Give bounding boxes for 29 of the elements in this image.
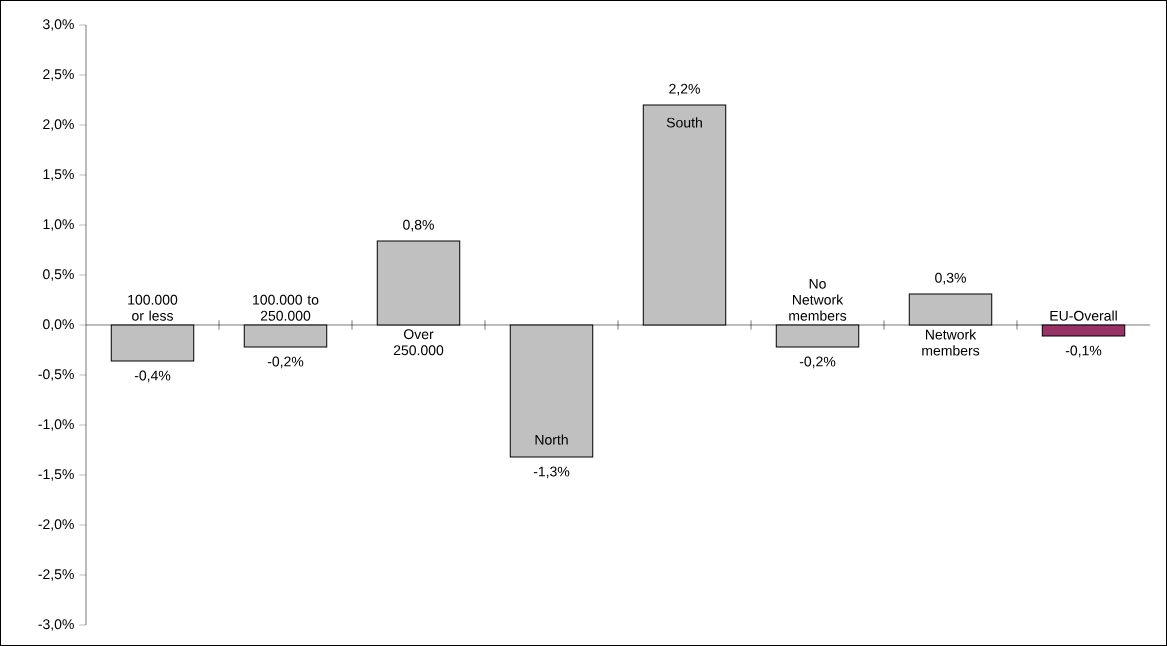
y-tick-label: 3,0% <box>43 19 74 31</box>
data-label: -0,2% <box>799 356 836 369</box>
y-tick-label: 0,0% <box>43 319 74 331</box>
y-tick-label: 2,0% <box>43 119 74 131</box>
y-tick-label: 2,5% <box>43 69 74 81</box>
x-tick-label: No Network members <box>789 278 847 321</box>
y-tick-label: -0,5% <box>38 369 74 381</box>
data-label: 0,8% <box>403 219 434 232</box>
y-tick-label: 0,5% <box>43 269 74 281</box>
data-label: -0,4% <box>134 370 171 383</box>
data-label: 0,3% <box>935 272 966 285</box>
x-tick-label: South <box>666 117 702 128</box>
x-tick-label: Network members <box>922 329 980 356</box>
data-label: 2,2% <box>669 83 700 96</box>
data-label: -0,2% <box>267 356 304 369</box>
y-tick-label: -2,5% <box>38 569 74 581</box>
data-label: -0,1% <box>1065 345 1102 358</box>
x-tick-label: North <box>535 434 568 445</box>
y-tick-label: -1,0% <box>38 419 74 431</box>
y-tick-label: -3,0% <box>38 619 74 631</box>
x-tick-label: 100.000 or less <box>128 294 178 321</box>
y-tick-label: -2,0% <box>38 519 74 531</box>
x-tick-label: EU-Overall <box>1050 310 1117 321</box>
x-tick-label: Over 250.000 <box>393 329 444 356</box>
y-tick-label: 1,5% <box>43 169 74 181</box>
y-tick-label: 1,0% <box>43 219 74 231</box>
x-tick-label: 100.000 to 250.000 <box>253 294 319 321</box>
data-label: -1,3% <box>533 466 570 479</box>
y-tick-label: -1,5% <box>38 469 74 481</box>
